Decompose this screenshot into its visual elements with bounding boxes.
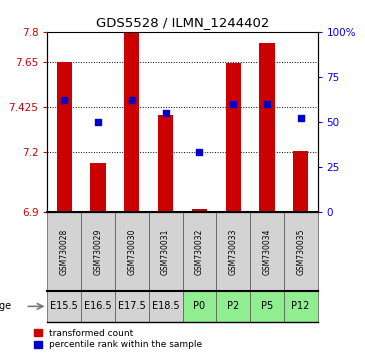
- Text: E16.5: E16.5: [84, 301, 112, 312]
- Text: GSM730030: GSM730030: [127, 228, 137, 275]
- Point: [129, 97, 135, 103]
- Bar: [182, 212, 216, 291]
- Point: [298, 115, 304, 121]
- Text: GSM730031: GSM730031: [161, 228, 170, 275]
- Point: [95, 119, 101, 125]
- Bar: [158, 115, 173, 212]
- Point: [230, 101, 236, 107]
- Bar: [293, 151, 308, 212]
- Bar: [250, 291, 284, 322]
- Bar: [47, 291, 81, 322]
- Bar: [284, 291, 318, 322]
- Bar: [124, 32, 139, 212]
- Text: GSM730033: GSM730033: [228, 228, 238, 275]
- Bar: [115, 212, 149, 291]
- Bar: [216, 291, 250, 322]
- Bar: [182, 291, 216, 322]
- Bar: [216, 212, 250, 291]
- Title: GDS5528 / ILMN_1244402: GDS5528 / ILMN_1244402: [96, 16, 269, 29]
- Legend: transformed count, percentile rank within the sample: transformed count, percentile rank withi…: [34, 329, 202, 349]
- Text: GSM730034: GSM730034: [262, 228, 272, 275]
- Text: E17.5: E17.5: [118, 301, 146, 312]
- Text: GSM730035: GSM730035: [296, 228, 305, 275]
- Text: age: age: [0, 301, 12, 312]
- Text: E18.5: E18.5: [152, 301, 180, 312]
- Point: [196, 150, 202, 155]
- Bar: [250, 212, 284, 291]
- Text: GSM730032: GSM730032: [195, 228, 204, 275]
- Bar: [47, 212, 81, 291]
- Text: P2: P2: [227, 301, 239, 312]
- Bar: [192, 210, 207, 212]
- Text: P12: P12: [292, 301, 310, 312]
- Text: P5: P5: [261, 301, 273, 312]
- Text: E15.5: E15.5: [50, 301, 78, 312]
- Bar: [57, 62, 72, 212]
- Text: GSM730028: GSM730028: [60, 228, 69, 275]
- Point: [264, 101, 270, 107]
- Bar: [284, 212, 318, 291]
- Bar: [226, 63, 241, 212]
- Bar: [115, 291, 149, 322]
- Point: [163, 110, 169, 116]
- Point: [61, 97, 67, 103]
- Text: P0: P0: [193, 301, 205, 312]
- Bar: [91, 163, 106, 212]
- Bar: [149, 291, 182, 322]
- Bar: [149, 212, 182, 291]
- Text: GSM730029: GSM730029: [93, 228, 103, 275]
- Bar: [259, 43, 274, 212]
- Bar: [81, 291, 115, 322]
- Bar: [81, 212, 115, 291]
